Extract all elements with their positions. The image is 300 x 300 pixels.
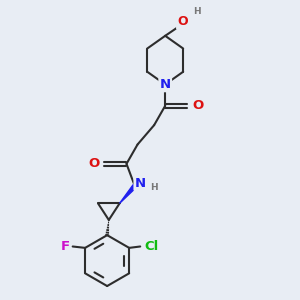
Text: H: H [193, 7, 201, 16]
Text: O: O [177, 16, 188, 28]
Text: Cl: Cl [145, 240, 159, 253]
Text: O: O [88, 157, 100, 170]
Text: N: N [160, 78, 171, 91]
Text: O: O [192, 99, 203, 112]
Text: N: N [135, 177, 146, 190]
Polygon shape [120, 184, 136, 203]
Text: H: H [150, 183, 158, 192]
Text: F: F [60, 240, 70, 253]
